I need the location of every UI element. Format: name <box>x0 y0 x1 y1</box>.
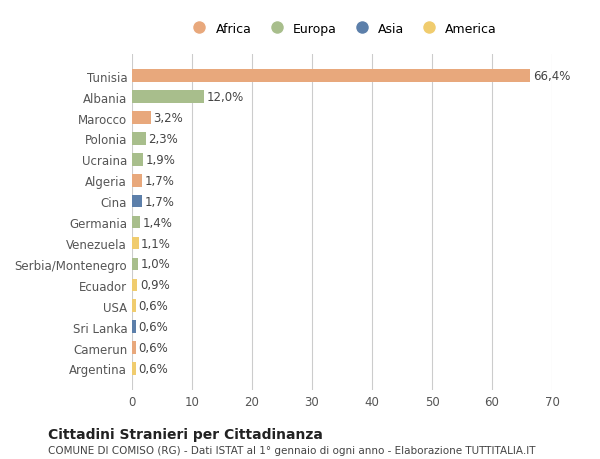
Text: 0,9%: 0,9% <box>140 279 170 291</box>
Text: 2,3%: 2,3% <box>148 133 178 146</box>
Legend: Africa, Europa, Asia, America: Africa, Europa, Asia, America <box>182 18 502 41</box>
Text: 0,6%: 0,6% <box>138 320 168 333</box>
Text: 66,4%: 66,4% <box>533 70 570 83</box>
Text: 1,7%: 1,7% <box>145 195 175 208</box>
Text: 3,2%: 3,2% <box>154 112 184 125</box>
Text: 0,6%: 0,6% <box>138 341 168 354</box>
Bar <box>132 341 136 354</box>
Text: 1,0%: 1,0% <box>140 258 170 271</box>
Text: Cittadini Stranieri per Cittadinanza: Cittadini Stranieri per Cittadinanza <box>48 427 323 441</box>
Bar <box>132 154 143 166</box>
Bar <box>132 279 137 291</box>
Bar <box>132 133 146 146</box>
Text: 1,1%: 1,1% <box>141 237 171 250</box>
Bar <box>132 300 136 312</box>
Bar <box>132 237 139 250</box>
Bar <box>132 321 136 333</box>
Text: 12,0%: 12,0% <box>206 91 244 104</box>
Bar <box>132 258 138 271</box>
Bar <box>132 91 204 104</box>
Bar <box>132 112 151 124</box>
Bar <box>132 174 142 187</box>
Text: 0,6%: 0,6% <box>138 362 168 375</box>
Bar <box>132 216 140 229</box>
Text: 0,6%: 0,6% <box>138 300 168 313</box>
Text: COMUNE DI COMISO (RG) - Dati ISTAT al 1° gennaio di ogni anno - Elaborazione TUT: COMUNE DI COMISO (RG) - Dati ISTAT al 1°… <box>48 445 536 455</box>
Bar <box>132 70 530 83</box>
Text: 1,4%: 1,4% <box>143 216 173 229</box>
Text: 1,7%: 1,7% <box>145 174 175 187</box>
Bar <box>132 196 142 208</box>
Bar <box>132 363 136 375</box>
Text: 1,9%: 1,9% <box>146 154 176 167</box>
